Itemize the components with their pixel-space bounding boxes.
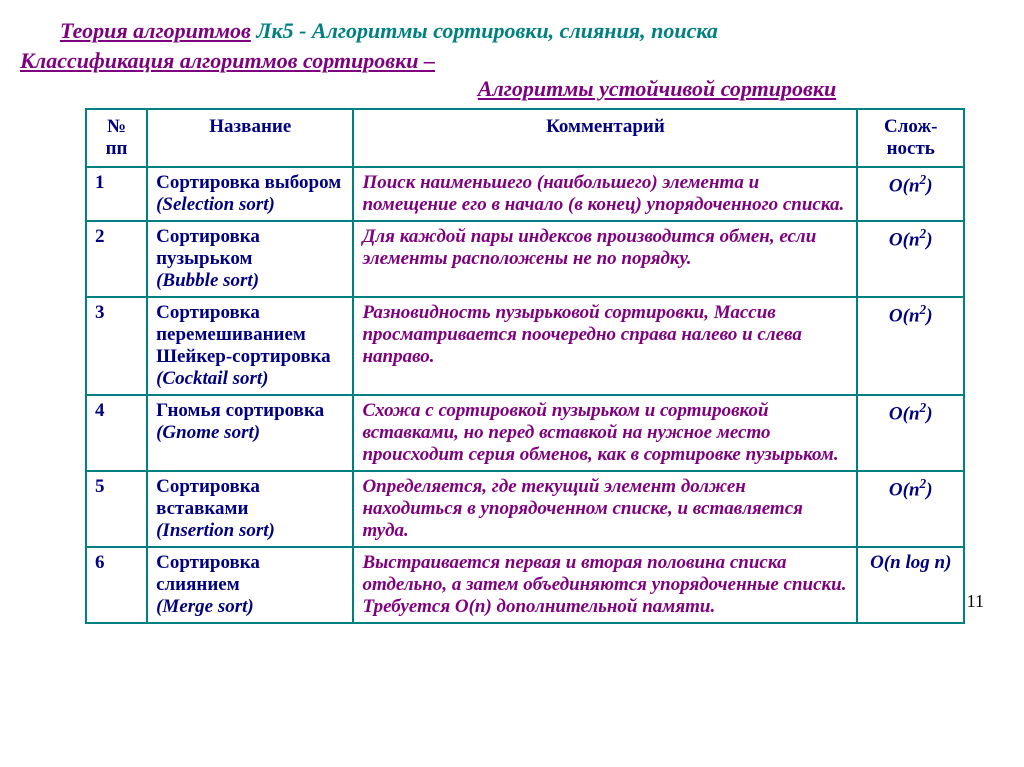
header-name: Название bbox=[147, 109, 353, 167]
name-en: (Selection sort) bbox=[156, 194, 344, 216]
cell-complexity: O(n2) bbox=[857, 297, 964, 395]
cell-num: 3 bbox=[86, 297, 147, 395]
cell-comment: Разновидность пузырьковой сортировки, Ма… bbox=[353, 297, 857, 395]
table-row: 2Сортировка пузырьком(Bubble sort)Для ка… bbox=[86, 221, 964, 297]
cell-complexity: O(n log n) bbox=[857, 547, 964, 623]
cell-comment: Поиск наименьшего (наибольшего) элемента… bbox=[353, 167, 857, 221]
header-complexity: Слож-ность bbox=[857, 109, 964, 167]
name-ru: Сортировка пузырьком bbox=[156, 226, 344, 270]
name-en: (Gnome sort) bbox=[156, 422, 344, 444]
cell-num: 2 bbox=[86, 221, 147, 297]
table-row: 4Гномья сортировка(Gnome sort)Схожа с со… bbox=[86, 395, 964, 471]
table-row: 5Сортировка вставками(Insertion sort)Опр… bbox=[86, 471, 964, 547]
title-left: Теория алгоритмов bbox=[60, 18, 251, 43]
cell-name: Гномья сортировка(Gnome sort) bbox=[147, 395, 353, 471]
cell-num: 5 bbox=[86, 471, 147, 547]
cell-name: Сортировка пузырьком(Bubble sort) bbox=[147, 221, 353, 297]
subtitle-stable-sort: Алгоритмы устойчивой сортировки bbox=[310, 76, 1004, 102]
cell-complexity: O(n2) bbox=[857, 395, 964, 471]
algorithms-table: № пп Название Комментарий Слож-ность 1Со… bbox=[85, 108, 965, 624]
subtitle-classification: Классификация алгоритмов сортировки – bbox=[20, 48, 1004, 74]
cell-num: 6 bbox=[86, 547, 147, 623]
cell-name: Сортировка выбором(Selection sort) bbox=[147, 167, 353, 221]
name-en: (Bubble sort) bbox=[156, 270, 344, 292]
table-row: 6Сортировка слиянием(Merge sort)Выстраив… bbox=[86, 547, 964, 623]
title-right: Лк5 - Алгоритмы сортировки, слияния, пои… bbox=[251, 18, 718, 43]
name-en: (Cocktail sort) bbox=[156, 368, 344, 390]
cell-comment: Для каждой пары индексов производится об… bbox=[353, 221, 857, 297]
cell-comment: Выстраивается первая и вторая половина с… bbox=[353, 547, 857, 623]
name-ru: Сортировка вставками bbox=[156, 476, 344, 520]
name-ru: Сортировка перемешиванием Шейкер-сортиро… bbox=[156, 302, 344, 368]
cell-num: 4 bbox=[86, 395, 147, 471]
cell-name: Сортировка слиянием(Merge sort) bbox=[147, 547, 353, 623]
cell-complexity: O(n2) bbox=[857, 471, 964, 547]
cell-complexity: O(n2) bbox=[857, 167, 964, 221]
name-ru: Гномья сортировка bbox=[156, 400, 344, 422]
table-row: 1Сортировка выбором(Selection sort)Поиск… bbox=[86, 167, 964, 221]
name-en: (Merge sort) bbox=[156, 596, 344, 618]
cell-complexity: O(n2) bbox=[857, 221, 964, 297]
table-header-row: № пп Название Комментарий Слож-ность bbox=[86, 109, 964, 167]
cell-name: Сортировка вставками(Insertion sort) bbox=[147, 471, 353, 547]
cell-comment: Схожа с сортировкой пузырьком и сортиров… bbox=[353, 395, 857, 471]
header-comment: Комментарий bbox=[353, 109, 857, 167]
table-row: 3Сортировка перемешиванием Шейкер-сортир… bbox=[86, 297, 964, 395]
cell-num: 1 bbox=[86, 167, 147, 221]
cell-comment: Определяется, где текущий элемент должен… bbox=[353, 471, 857, 547]
cell-name: Сортировка перемешиванием Шейкер-сортиро… bbox=[147, 297, 353, 395]
name-en: (Insertion sort) bbox=[156, 520, 344, 542]
name-ru: Сортировка выбором bbox=[156, 172, 344, 194]
page-title: Теория алгоритмов Лк5 - Алгоритмы сортир… bbox=[20, 18, 1004, 44]
header-num: № пп bbox=[86, 109, 147, 167]
page-number: 11 bbox=[967, 591, 984, 612]
name-ru: Сортировка слиянием bbox=[156, 552, 344, 596]
